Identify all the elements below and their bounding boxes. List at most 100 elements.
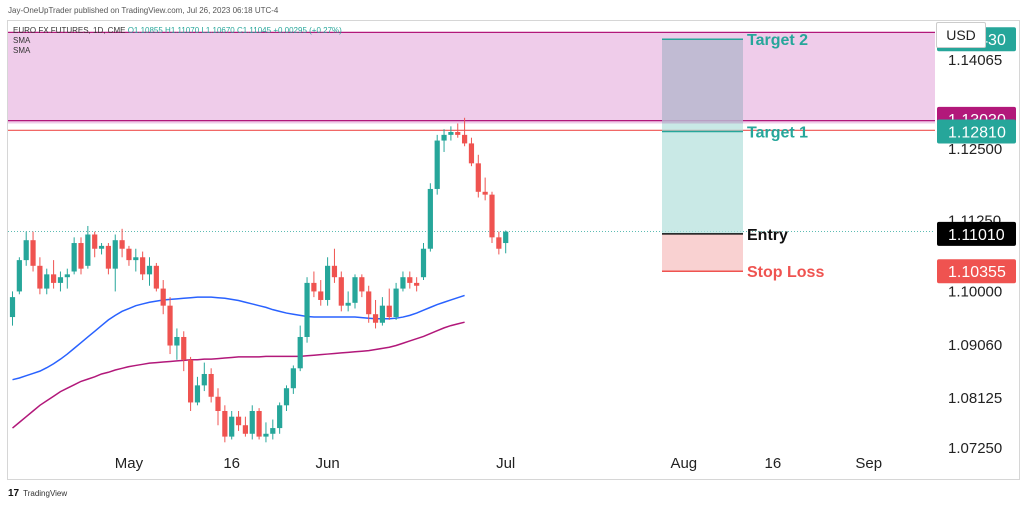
candle-body [468,143,475,164]
legend-change: +0.00295 (+0.27%) [273,26,342,35]
candle-body [427,188,433,249]
price-tag: 1.11010 [937,221,1016,246]
target-1-label: Target 1 [747,124,808,141]
candle-body [153,265,159,289]
candle-body [283,388,290,406]
price-tag-text: 1.10355 [948,264,1006,281]
candle-body [475,163,481,192]
candle-body [57,277,64,283]
candle-body [338,277,344,306]
candle-body [229,416,235,437]
target-overlap-fill [662,39,743,124]
chart-frame [7,20,1020,480]
y-axis: 1.140651.125001.112501.100001.090601.081… [937,27,1016,457]
candle-body [331,265,338,278]
candle-body [263,433,269,437]
x-tick-label: May [115,455,144,472]
candle [181,331,187,372]
price-tag-bg [937,259,1016,284]
candle [277,402,283,434]
candle [352,274,358,309]
candle-body [105,245,111,269]
candle [23,231,29,266]
tradingview-logo-icon[interactable]: 17 [8,488,20,499]
x-tick-label: Jun [316,455,340,472]
target-fill [662,123,743,234]
candle [379,297,385,326]
candle [393,282,399,320]
candle [16,257,22,295]
candle [201,362,207,392]
candle-body [160,288,166,306]
candle [462,117,468,147]
x-tick-label: 16 [765,455,782,472]
legend-indicator-sma-slow[interactable]: SMA [13,46,31,55]
candle [98,243,105,255]
candle-body [51,274,57,283]
candle [448,126,454,141]
candle [92,231,98,258]
candle [482,177,488,201]
legend-indicator-sma-fast[interactable]: SMA [13,36,31,45]
candle [366,285,372,323]
x-axis: May 16 Jun Jul Aug 16 Sep [115,455,882,472]
candle [174,328,180,360]
candle-body [174,336,180,346]
candle-body [270,428,276,434]
candle-body [23,240,29,261]
candle-body [98,245,105,249]
candle-body [462,134,468,144]
resistance-zone [8,32,935,124]
position-tool [662,38,743,272]
candle-body [325,265,331,300]
chart-legend: EURO FX FUTURES, 1D, CME O1.10855 H1.110… [13,26,342,56]
candle [427,183,433,252]
x-tick-label: Aug [670,455,697,472]
candle-body [256,410,262,437]
candle [318,280,324,306]
candle-body [44,274,50,289]
candle-body [448,132,454,135]
candle-body [379,305,385,323]
candle-body [30,240,36,266]
candle-body [277,405,283,429]
candle-body [318,291,324,300]
price-tag: 1.12810 [937,119,1016,144]
candle-body [420,248,427,278]
tradingview-brand[interactable]: TradingView [23,489,68,498]
candle [441,129,447,152]
candle-body [249,410,255,434]
y-tick-label: 1.14065 [948,52,1002,69]
candle-body [146,265,153,275]
candle [140,251,146,281]
candle-body [133,257,139,261]
candle [222,405,228,443]
candle-body [208,373,214,397]
candle-body [311,282,317,292]
candle-body [407,277,413,283]
candle-body [194,385,201,403]
y-tick-label: 1.10000 [948,283,1002,300]
candle-body [201,373,207,386]
tradingview-footer: 17 TradingView [8,488,67,499]
currency-button[interactable]: USD [936,22,986,48]
price-tag-bg [937,119,1016,144]
candle [407,271,413,289]
candle-body [345,302,351,306]
candle-body [400,277,406,289]
candle [78,237,84,275]
candle [338,271,344,312]
candle-body [414,282,420,286]
candle [311,271,317,298]
stop-loss-label: Stop Loss [747,264,824,281]
price-tag-text: 1.12810 [948,124,1006,141]
candle [126,245,132,266]
candle-body [140,257,146,275]
target-2-label: Target 2 [747,32,808,49]
candle-body [366,291,372,315]
candle [44,268,50,295]
candle [57,271,64,292]
candle [105,243,111,275]
candle [468,137,475,167]
